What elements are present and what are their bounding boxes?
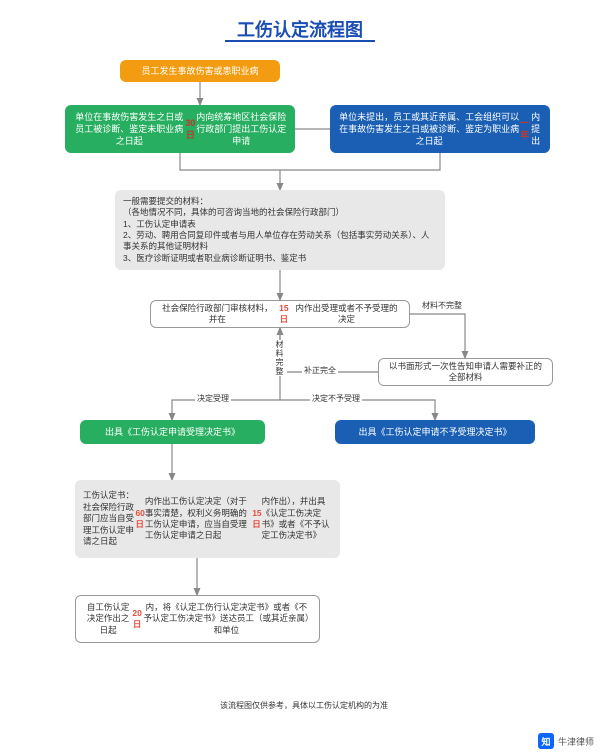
node-n7: 出具《工伤认定申请受理决定书》 <box>80 420 265 444</box>
node-n4: 一般需要提交的材料：（各地情况不同，具体的可咨询当地的社会保险行政部门）1、工伤… <box>115 190 445 270</box>
author-name: 牛津律师 <box>558 735 594 748</box>
zhihu-icon: 知 <box>538 733 554 749</box>
label-l4: 决定受理 <box>195 393 231 404</box>
node-n6: 以书面形式一次性告知申请人需要补正的全部材料 <box>378 358 553 386</box>
edge-5 <box>410 314 465 358</box>
label-l3: 材料完整 <box>272 340 287 376</box>
node-n1: 员工发生事故伤害或患职业病 <box>120 60 280 82</box>
node-n5: 社会保险行政部门审核材料，并在15日内作出受理或者不予受理的决定 <box>150 300 410 328</box>
node-n8: 出具《工伤认定申请不予受理决定书》 <box>335 420 535 444</box>
label-l5: 决定不予受理 <box>310 393 362 404</box>
node-n10: 自工伤认定决定作出之日起20日内，将《认定工伤行认定决定书》或者《不予认定工伤决… <box>75 595 320 643</box>
chart-title: 工伤认定流程图 <box>200 16 400 42</box>
node-n3: 单位未提出，员工或其近亲属、工会组织可以在事故伤害发生之日或被诊断、鉴定为职业病… <box>330 105 550 153</box>
node-n2: 单位在事故伤害发生之日或员工被诊断、鉴定未职业病之日起30日内向统筹地区社会保险… <box>65 105 295 153</box>
label-l2: 补正完全 <box>302 365 338 376</box>
title-underline <box>225 40 375 42</box>
edge-2 <box>180 153 440 170</box>
node-n9: 工伤认定书：社会保险行政部门应当自受理工伤认定申请之日起60日内作出工伤认定决定… <box>75 480 340 558</box>
footer-note: 该流程图仅供参考，具体以工伤认定机构的为准 <box>220 700 388 711</box>
attribution: 知 牛津律师 <box>538 733 594 749</box>
label-l1: 材料不完整 <box>420 300 464 311</box>
